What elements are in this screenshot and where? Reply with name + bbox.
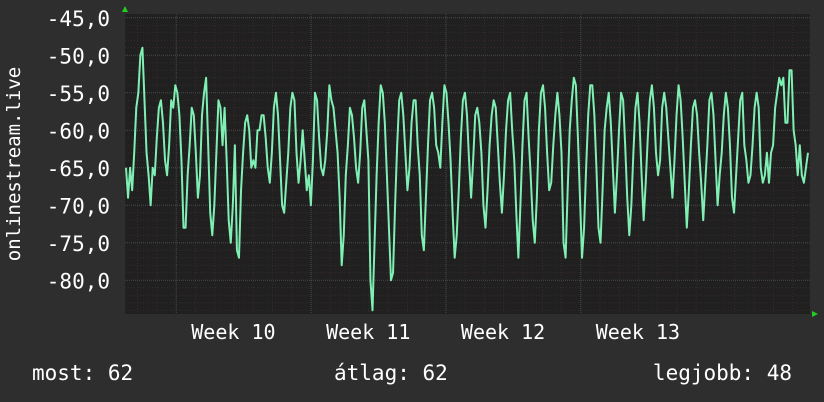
y-tick-label: -65,0 [47,157,110,181]
x-axis-arrow [812,311,818,317]
plot-area [125,14,810,314]
y-tick-label: -50,0 [47,44,110,68]
x-tick-label: Week 11 [326,320,410,344]
x-tick-label: Week 10 [191,320,275,344]
y-tick-label: -70,0 [47,194,110,218]
y-tick-label: -45,0 [47,7,110,31]
y-axis-arrow [122,6,128,12]
y-axis-label: onlinestream.live [3,67,25,261]
y-tick-label: -60,0 [47,119,110,143]
y-axis-ticks: -45,0 -50,0 -55,0 -60,0 -65,0 -70,0 -75,0 -80,0 [47,7,110,294]
x-tick-label: Week 12 [461,320,545,344]
stat-average: átlag: 62 [334,361,448,385]
y-tick-label: -55,0 [47,82,110,106]
x-axis-ticks: Week 10 Week 11 Week 12 Week 13 [191,320,680,344]
y-tick-label: -75,0 [47,232,110,256]
stat-current: most: 62 [32,361,134,385]
stat-best: legjobb: 48 [652,361,792,385]
series-line [125,46,809,312]
x-tick-label: Week 13 [596,320,680,344]
axis-arrows [122,6,818,317]
y-tick-label: -80,0 [47,269,110,293]
